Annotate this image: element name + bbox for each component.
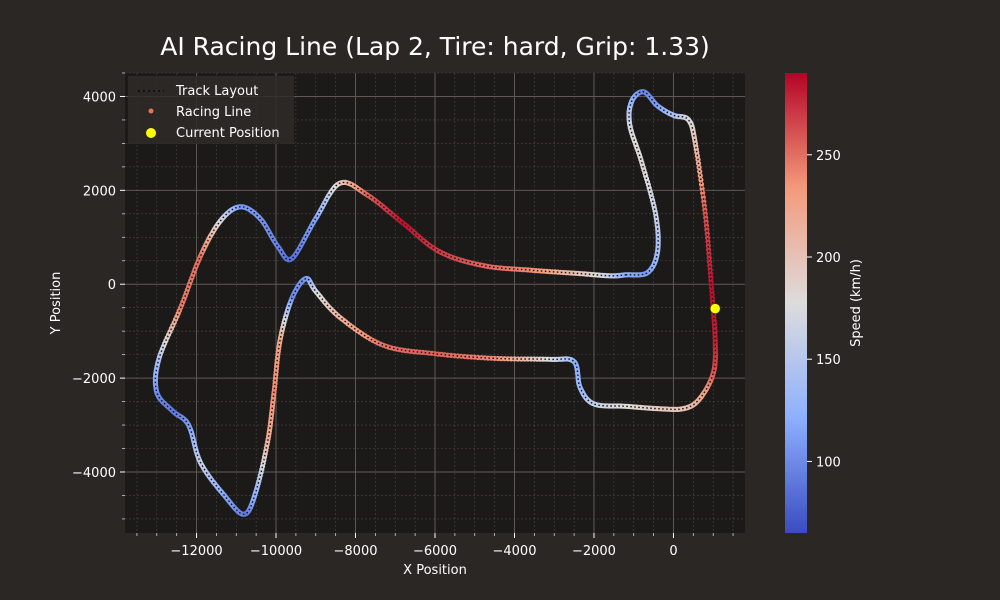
y-tick-label: 2000: [83, 184, 116, 199]
racing-line-point: [705, 239, 711, 245]
racing-line-point: [704, 227, 710, 233]
legend-racing-label: Racing Line: [176, 105, 251, 120]
racing-line-point: [705, 235, 711, 241]
racing-line-point: [705, 243, 711, 249]
x-tick-label: −8000: [334, 544, 378, 559]
colorbar-ticks: 100 150 200 250: [807, 149, 841, 470]
racing-line-point: [707, 266, 713, 273]
legend: Track Layout Racing Line Current Positio…: [128, 76, 294, 144]
racing-line-point: [703, 219, 709, 225]
track-layout: [154, 91, 717, 515]
racing-line-point: [698, 181, 705, 187]
racing-line-point: [708, 274, 714, 280]
racing-line-point: [703, 215, 709, 221]
racing-line-point: [701, 203, 707, 209]
colorbar-tick-label: 150: [816, 353, 841, 368]
racing-line-point: [700, 194, 706, 200]
racing-line-point: [706, 247, 712, 253]
y-tick-label: 4000: [83, 90, 116, 105]
x-tick-label: −10000: [250, 544, 302, 559]
x-tick-label: −6000: [413, 544, 457, 559]
colorbar-tick-label: 250: [816, 149, 841, 164]
x-tick-label: −2000: [572, 544, 616, 559]
racing-line-point: [702, 207, 708, 213]
x-axis-ticks: −12000 −10000 −8000 −6000 −4000 −2000 0: [136, 533, 734, 559]
chart-title: AI Racing Line (Lap 2, Tire: hard, Grip:…: [160, 32, 710, 61]
legend-current-swatch: [146, 128, 156, 138]
y-axis-ticks: 4000 2000 0 −2000 −4000: [72, 72, 125, 520]
x-tick-label: 0: [669, 544, 677, 559]
x-axis-label: X Position: [403, 563, 467, 578]
legend-racing-swatch: [148, 108, 154, 114]
y-axis-label: Y Position: [49, 272, 64, 336]
racing-line-point: [701, 198, 707, 205]
racing-line-point: [703, 223, 710, 229]
legend-current-label: Current Position: [176, 126, 280, 141]
x-tick-label: −4000: [492, 544, 536, 559]
racing-line-point: [699, 186, 705, 192]
racing-line-point: [706, 259, 713, 265]
y-tick-label: 0: [108, 278, 116, 293]
track-layout-line: [154, 91, 717, 515]
y-tick-label: −4000: [72, 466, 116, 481]
colorbar-tick-label: 100: [816, 455, 841, 470]
racing-line-point: [706, 251, 712, 257]
racing-line-point: [700, 190, 706, 196]
racing-line-point: [704, 231, 710, 237]
colorbar-tick-label: 200: [816, 251, 841, 266]
colorbar: [785, 73, 807, 533]
racing-line-point: [707, 270, 714, 276]
racing-line-point: [706, 255, 712, 261]
colorbar-label: Speed (km/h): [849, 259, 864, 347]
x-tick-label: −12000: [170, 544, 222, 559]
racing-line-point: [702, 211, 708, 217]
racing-line-point: [707, 263, 713, 269]
current-position-marker: [709, 303, 721, 314]
y-tick-label: −2000: [72, 372, 116, 387]
current-position: [709, 303, 721, 314]
legend-track-label: Track Layout: [175, 84, 258, 99]
